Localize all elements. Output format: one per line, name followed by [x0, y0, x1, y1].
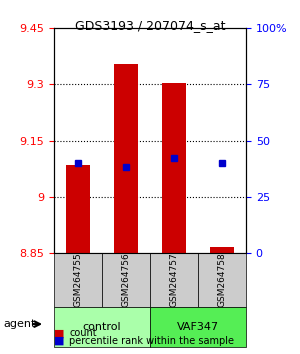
FancyBboxPatch shape	[150, 253, 198, 307]
Bar	[66, 165, 90, 253]
Text: GSM264756: GSM264756	[122, 252, 130, 307]
Bar	[210, 247, 234, 253]
Text: GSM264758: GSM264758	[218, 252, 226, 307]
Bar	[114, 64, 138, 253]
FancyBboxPatch shape	[54, 307, 150, 347]
Bar	[162, 82, 186, 253]
Text: percentile rank within the sample: percentile rank within the sample	[69, 336, 234, 346]
FancyBboxPatch shape	[54, 253, 102, 307]
Text: GSM264757: GSM264757	[169, 252, 178, 307]
FancyBboxPatch shape	[102, 253, 150, 307]
Text: GSM264755: GSM264755	[74, 252, 82, 307]
Text: VAF347: VAF347	[177, 322, 219, 332]
Text: count: count	[69, 329, 97, 338]
Text: ■: ■	[54, 336, 64, 346]
Text: GDS3193 / 207074_s_at: GDS3193 / 207074_s_at	[75, 19, 225, 33]
FancyBboxPatch shape	[198, 253, 246, 307]
Text: agent: agent	[3, 319, 35, 329]
Text: control: control	[83, 322, 121, 332]
FancyBboxPatch shape	[150, 307, 246, 347]
Text: ■: ■	[54, 329, 64, 338]
